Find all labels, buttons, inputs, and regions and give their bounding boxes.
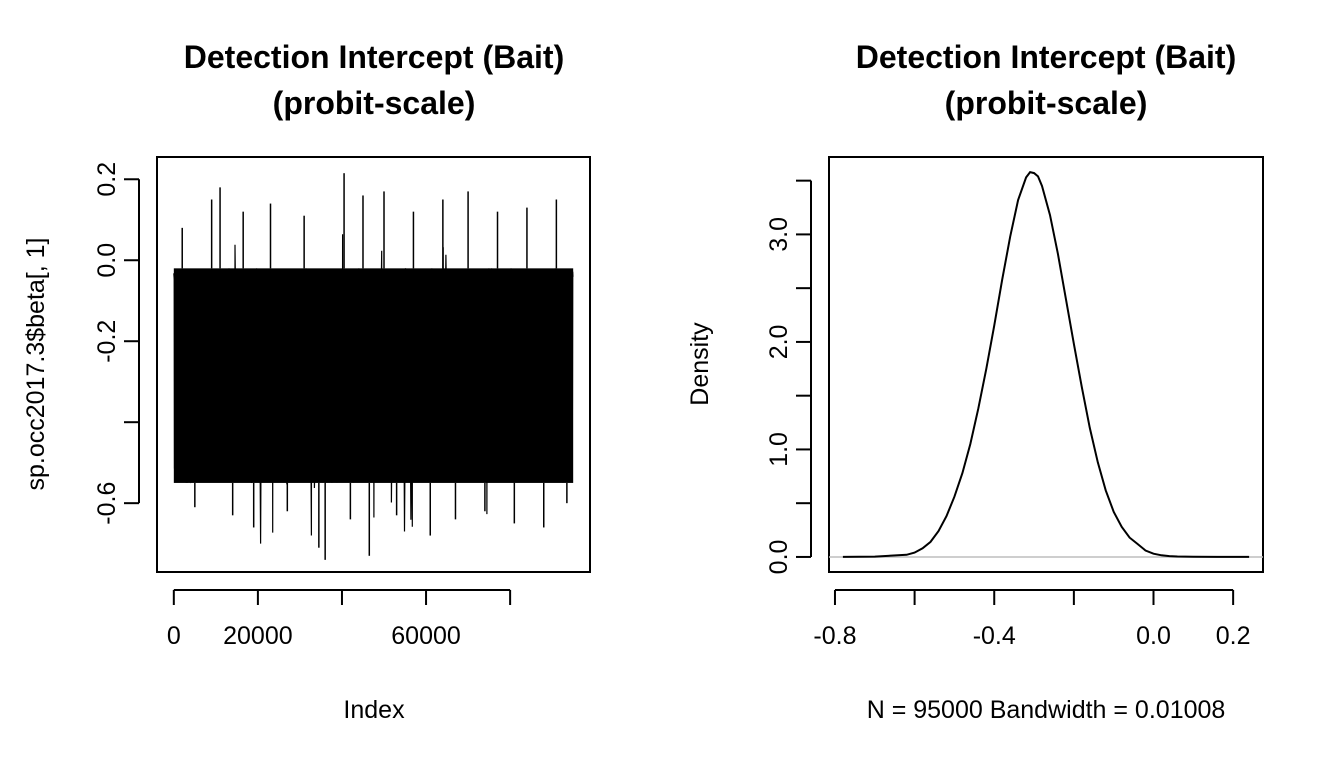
density-curve: [842, 170, 1250, 558]
density-y-tick-label: 1.0: [765, 432, 793, 467]
trace-y-axis: -0.6 -0.2 0.0 0.2: [93, 162, 140, 525]
density-x-tick-label: 0.2: [1216, 622, 1251, 650]
density-plot-title-line1: Detection Intercept (Bait): [856, 39, 1236, 75]
trace-x-tick-label: 60000: [391, 622, 461, 650]
trace-x-tick-label: 20000: [223, 622, 293, 650]
density-x-axis: -0.8 -0.4 0.0 0.2: [813, 589, 1251, 650]
density-plot-area-border: [828, 156, 1264, 573]
trace-x-axis-label: Index: [343, 696, 405, 724]
trace-plot-title-line1: Detection Intercept (Bait): [184, 39, 564, 75]
density-x-axis-label: N = 95000 Bandwidth = 0.01008: [867, 696, 1226, 724]
trace-x-axis: 0 20000 60000: [167, 589, 512, 650]
trace-dense-band: [173, 268, 574, 483]
density-y-axis: 0.0 1.0 2.0 3.0: [765, 179, 812, 575]
density-x-tick-label: -0.8: [813, 622, 856, 650]
trace-y-tick-label: -0.6: [93, 482, 121, 525]
density-y-tick-label: 2.0: [765, 325, 793, 360]
trace-series: [173, 173, 574, 560]
density-x-tick-label: 0.0: [1136, 622, 1171, 650]
trace-plot-title-line2: (probit-scale): [273, 85, 476, 121]
density-x-tick-label: -0.4: [973, 622, 1016, 650]
density-plot-title-line2: (probit-scale): [945, 85, 1148, 121]
density-y-axis-label: Density: [686, 322, 714, 406]
trace-y-tick-label: 0.0: [93, 243, 121, 278]
density-y-tick-label: 3.0: [765, 217, 793, 252]
trace-plot-panel: Detection Intercept (Bait) (probit-scale…: [22, 39, 591, 724]
trace-x-tick-label: 0: [167, 622, 181, 650]
density-y-tick-label: 0.0: [765, 540, 793, 575]
trace-plot-area-border: [156, 156, 591, 573]
trace-y-tick-label: 0.2: [93, 162, 121, 197]
trace-y-axis-label: sp.occ2017.3$beta[, 1]: [22, 238, 50, 491]
density-plot-panel: Detection Intercept (Bait) (probit-scale…: [686, 39, 1264, 724]
trace-y-tick-label: -0.2: [93, 320, 121, 363]
